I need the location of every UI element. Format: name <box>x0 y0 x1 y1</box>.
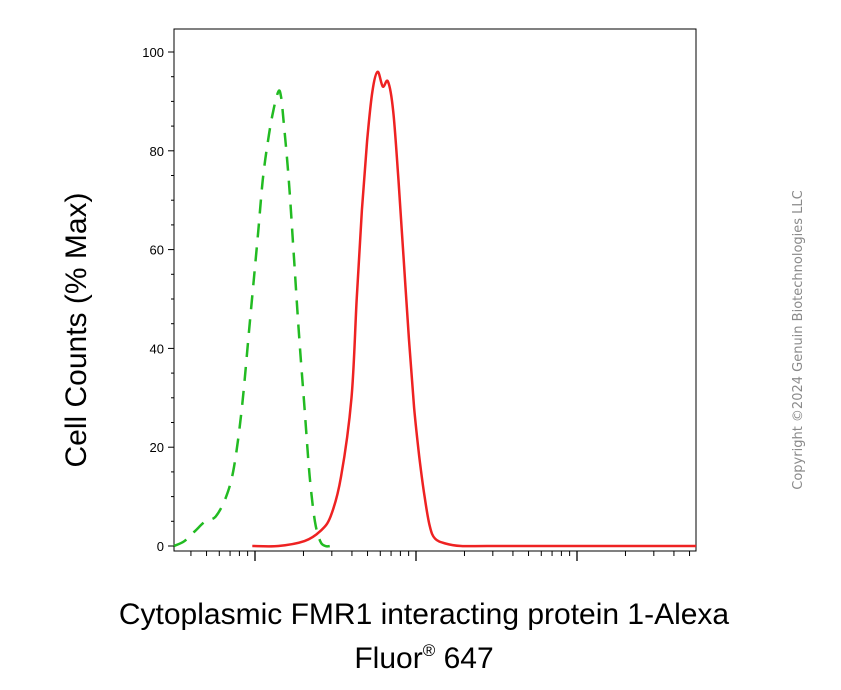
copyright-credit: Copyright ©2024 Genuin Biotechnologies L… <box>791 190 806 489</box>
series-layer <box>173 70 696 548</box>
y-tick-label: 100 <box>142 45 164 60</box>
x-axis-label-line1: Cytoplasmic FMR1 interacting protein 1-A… <box>119 598 730 631</box>
y-tick-label: 60 <box>150 243 164 258</box>
stained-sample-histogram-line <box>252 70 696 548</box>
isotype-control-histogram-line <box>173 89 331 548</box>
x-axis <box>190 551 691 561</box>
y-tick-label: 0 <box>157 539 164 554</box>
x-axis-label-line2: Fluor® 647 <box>354 641 493 675</box>
y-axis: 0 20 40 60 80 100 <box>142 45 174 554</box>
x-axis-label-registered-mark: ® <box>423 641 436 660</box>
y-tick-label: 80 <box>150 144 164 159</box>
x-axis-label-number: 647 <box>435 642 493 675</box>
y-tick-label: 20 <box>150 440 164 455</box>
plot-frame <box>173 28 697 552</box>
y-tick-label: 40 <box>150 341 164 356</box>
y-axis-label: Cell Counts (% Max) <box>60 192 93 467</box>
x-axis-label-fluor: Fluor <box>354 642 422 675</box>
